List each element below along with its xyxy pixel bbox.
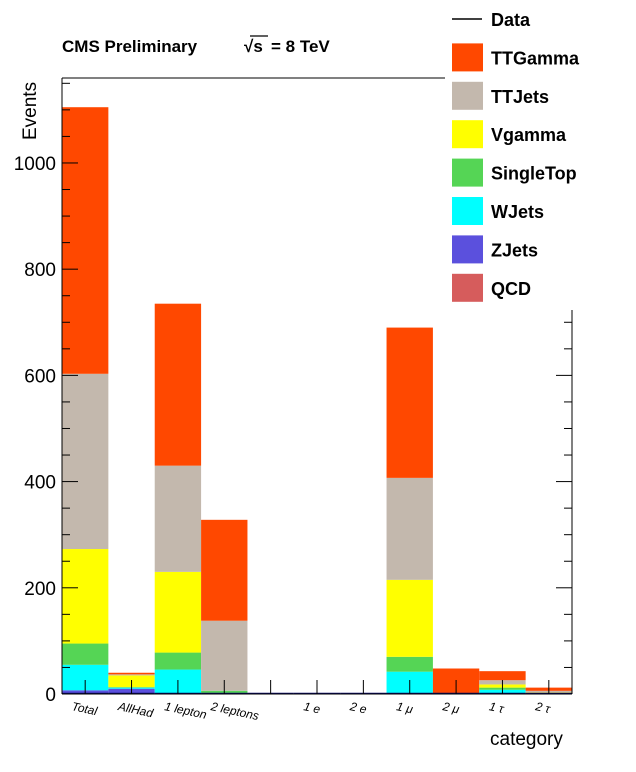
legend-label-wjets: WJets bbox=[491, 202, 544, 222]
legend-label-vgamma: Vgamma bbox=[491, 125, 567, 145]
y-tick-label-0: 0 bbox=[45, 685, 56, 706]
x-tick-label-1: AllHad bbox=[116, 699, 155, 720]
ticks-layer: 0 200 400 600 800 1000 Total AllHad 1 lepton 2 le… bbox=[14, 82, 572, 723]
bar-ttjets-7 bbox=[386, 477, 433, 580]
bar-ttgamma-3 bbox=[201, 519, 248, 621]
legend-label-ttgamma: TTGamma bbox=[491, 48, 580, 68]
legend-label-data: Data bbox=[491, 10, 531, 30]
legend-label-singletop: SingleTop bbox=[491, 164, 577, 184]
bar-ttjets-0 bbox=[62, 373, 109, 550]
chart-title-sqrt-s: √s bbox=[244, 37, 263, 56]
bar-ttjets-2 bbox=[154, 465, 202, 572]
y-tick-label-400: 400 bbox=[24, 473, 56, 494]
chart-title-energy: = 8 TeV bbox=[271, 37, 330, 56]
x-tick-label-7: 1 μ bbox=[395, 699, 415, 716]
bar-singletop-7 bbox=[386, 656, 433, 672]
chart-title: CMS Preliminary bbox=[62, 37, 198, 56]
x-tick-label-5: 1 e bbox=[302, 699, 322, 716]
bar-singletop-0 bbox=[62, 643, 109, 665]
bar-ttjets-3 bbox=[201, 620, 248, 691]
legend: Data TTGamma TTJets Vgamma SingleTop WJets ZJe… bbox=[445, 0, 636, 310]
legend-label-zjets: ZJets bbox=[491, 240, 538, 260]
x-tick-label-0: Total bbox=[71, 699, 99, 718]
x-tick-label-2: 1 lepton bbox=[163, 699, 208, 722]
legend-label-ttjets: TTJets bbox=[491, 87, 549, 107]
y-tick-label-800: 800 bbox=[24, 260, 56, 281]
y-axis-label: Events bbox=[20, 82, 41, 140]
x-tick-label-3: 2 leptons bbox=[209, 699, 261, 723]
legend-swatch-singletop bbox=[452, 158, 483, 187]
legend-swatch-wjets bbox=[452, 197, 483, 225]
bar-ttjets-1 bbox=[108, 674, 155, 676]
bar-vgamma-7 bbox=[386, 579, 433, 657]
legend-swatch-ttgamma bbox=[452, 43, 483, 72]
bar-vgamma-2 bbox=[154, 571, 202, 653]
x-axis-label: category bbox=[490, 729, 563, 750]
legend-label-qcd: QCD bbox=[491, 279, 531, 299]
y-tick-label-600: 600 bbox=[24, 366, 56, 387]
y-tick-label-1000: 1000 bbox=[14, 154, 56, 175]
bar-singletop-2 bbox=[154, 652, 202, 670]
legend-swatch-qcd bbox=[452, 273, 483, 302]
bar-ttgamma-7 bbox=[386, 327, 433, 478]
y-tick-label-200: 200 bbox=[24, 579, 56, 600]
x-tick-label-10: 2 τ bbox=[533, 699, 553, 716]
legend-swatch-ttjets bbox=[452, 81, 483, 110]
x-tick-label-9: 1 τ bbox=[488, 699, 507, 716]
bars-layer bbox=[62, 107, 572, 695]
bar-ttgamma-1 bbox=[108, 672, 155, 675]
x-tick-label-8: 2 μ bbox=[440, 699, 461, 716]
legend-swatch-vgamma bbox=[452, 120, 483, 149]
bar-ttgamma-0 bbox=[62, 107, 109, 374]
bar-ttgamma-9 bbox=[479, 671, 526, 681]
legend-swatch-zjets bbox=[452, 235, 483, 264]
x-tick-label-6: 2 e bbox=[348, 699, 369, 716]
bar-ttgamma-2 bbox=[154, 303, 202, 466]
bar-vgamma-0 bbox=[62, 549, 109, 644]
